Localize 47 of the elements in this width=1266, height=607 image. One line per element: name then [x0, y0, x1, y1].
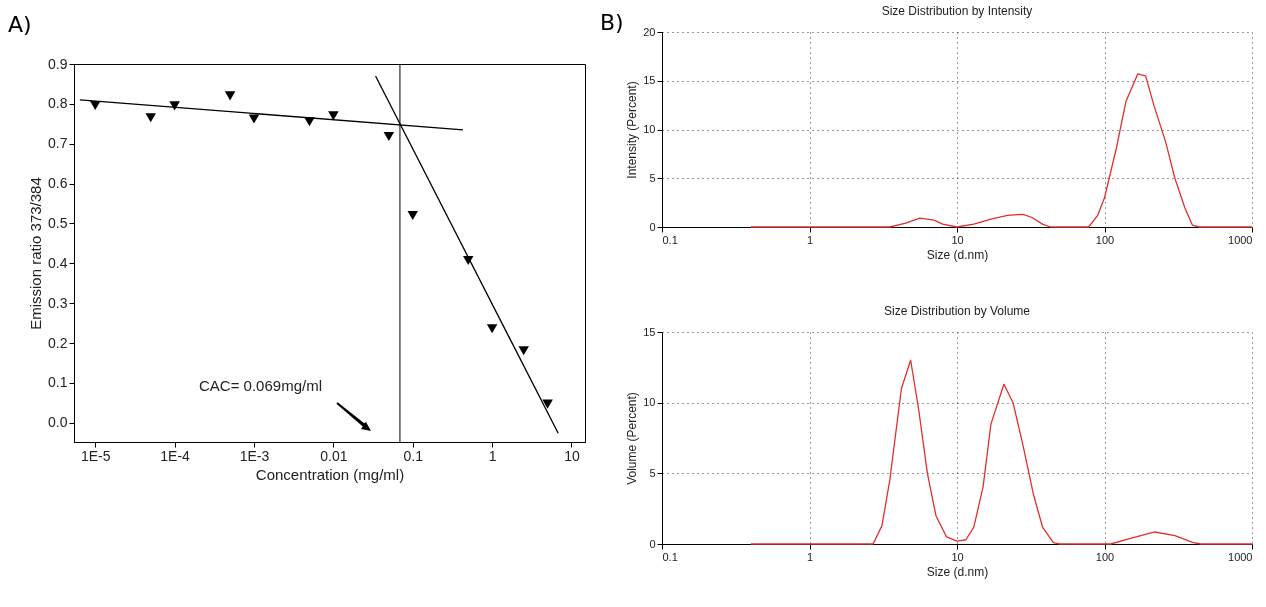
y-tick-label: 0 [649, 537, 656, 550]
x-tick-label: 1 [488, 447, 497, 464]
chart-title: Size Distribution by Intensity [881, 4, 1033, 18]
x-tick-label: 1000 [1228, 233, 1253, 246]
y-tick-label: 0.7 [48, 135, 68, 152]
y-tick-label: 0.3 [48, 294, 68, 311]
x-tick-label: 0.1 [662, 233, 678, 246]
x-tick-label: 10 [951, 233, 964, 246]
annotation: CAC= 0.069mg/ml [199, 377, 322, 394]
x-tick-label: 100 [1095, 233, 1115, 246]
y-tick-label: 0.6 [48, 175, 68, 192]
x-tick-label: 1E-4 [160, 447, 191, 464]
chart-title: Size Distribution by Volume [883, 304, 1031, 318]
y-tick-label: 20 [643, 25, 656, 38]
y-axis-title: Emission ratio 373/384 [27, 177, 45, 330]
x-axis-title: Size (d.nm) [926, 247, 989, 262]
x-axis-title: Concentration (mg/ml) [255, 465, 405, 483]
x-tick-label: 0.1 [403, 447, 424, 464]
y-tick-label: 15 [643, 325, 656, 338]
x-axis-title: Size (d.nm) [926, 564, 989, 579]
x-tick-label: 100 [1095, 550, 1115, 563]
x-tick-label: 1000 [1228, 550, 1253, 563]
x-tick-label: 10 [951, 550, 964, 563]
x-tick-label: 1E-3 [239, 447, 270, 464]
y-tick-label: 0.2 [48, 334, 68, 351]
y-tick-label: 0.9 [48, 55, 68, 72]
text: B) [600, 10, 624, 35]
y-tick-label: 0.5 [48, 214, 68, 231]
y-tick-label: 0.8 [48, 95, 68, 112]
y-tick-label: 10 [643, 123, 656, 135]
y-axis-title: Intensity (Percent) [625, 81, 640, 179]
x-tick-label: 0.01 [320, 447, 348, 464]
x-tick-label: 10 [564, 447, 580, 464]
text: A) [8, 12, 32, 37]
y-tick-label: 5 [649, 466, 656, 479]
y-tick-label: 0 [649, 220, 656, 233]
y-axis-title: Volume (Percent) [625, 392, 640, 485]
y-tick-label: 0.4 [48, 254, 68, 271]
y-tick-label: 15 [643, 74, 656, 87]
y-tick-label: 0.0 [48, 414, 68, 431]
x-tick-label: 1 [806, 550, 814, 563]
x-tick-label: 0.1 [662, 550, 678, 563]
x-tick-label: 1E-5 [80, 447, 111, 464]
y-tick-label: 0.1 [48, 374, 68, 391]
y-tick-label: 5 [649, 171, 656, 184]
y-tick-label: 10 [643, 396, 656, 409]
x-tick-label: 1 [806, 233, 814, 246]
